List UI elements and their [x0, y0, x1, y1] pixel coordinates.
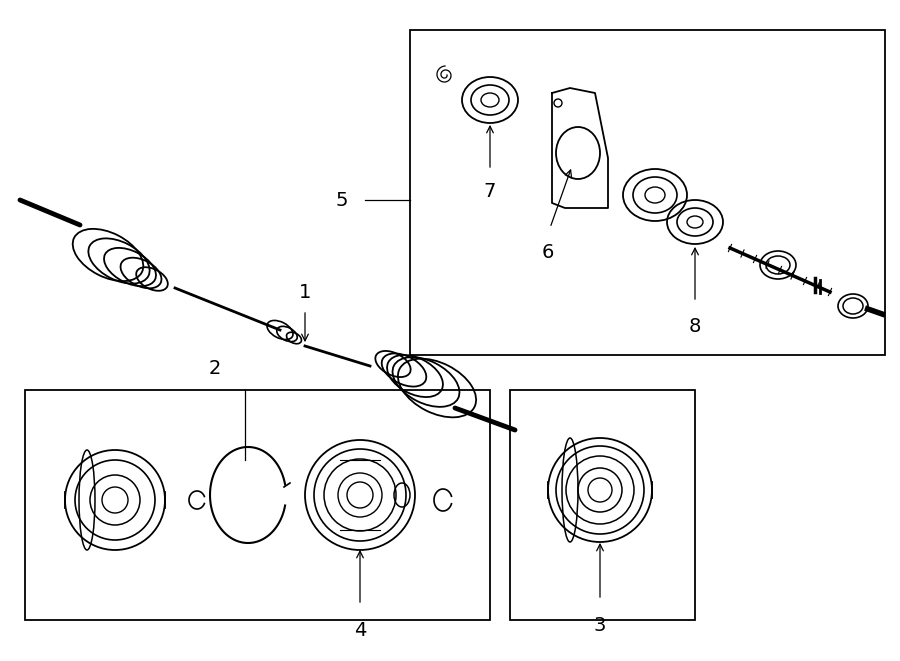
- Bar: [410, 30, 885, 355]
- Text: 4: 4: [354, 621, 366, 640]
- Bar: [25, 390, 490, 620]
- Text: 2: 2: [209, 359, 221, 378]
- Text: 7: 7: [484, 182, 496, 201]
- Text: 3: 3: [594, 616, 607, 635]
- Text: 8: 8: [688, 317, 701, 336]
- Text: 1: 1: [299, 283, 311, 302]
- Text: 5: 5: [336, 190, 348, 210]
- Text: 6: 6: [542, 243, 554, 262]
- Bar: [510, 390, 695, 620]
